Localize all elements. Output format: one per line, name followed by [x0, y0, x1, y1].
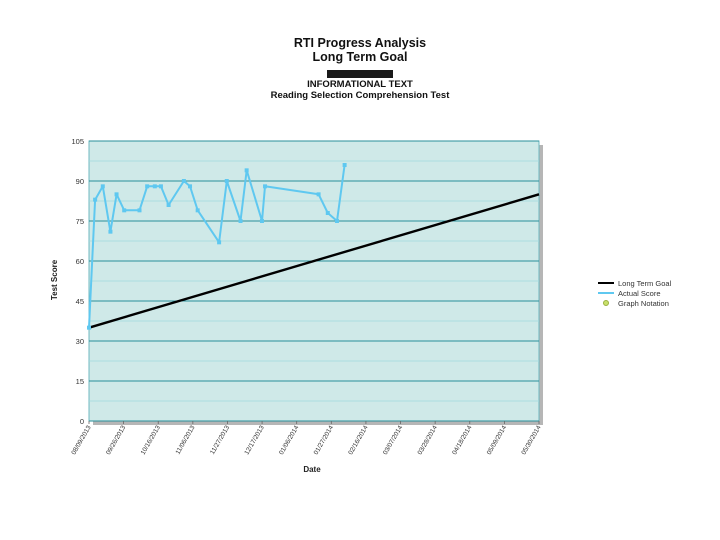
- chart-subtitle: Long Term Goal: [312, 50, 408, 64]
- actual-score-point: [224, 179, 229, 183]
- x-axis-label: Date: [303, 465, 321, 474]
- actual-score-point: [114, 192, 119, 197]
- y-tick-label: 30: [76, 337, 84, 346]
- x-tick-label: 12/17/2013: [243, 424, 266, 456]
- actual-score-point: [87, 325, 91, 330]
- actual-score-point: [244, 168, 249, 173]
- y-axis-label: Test Score: [50, 259, 59, 300]
- x-tick-label: 09/26/2013: [105, 424, 128, 456]
- actual-score-point: [100, 184, 105, 189]
- actual-score-point: [263, 184, 268, 189]
- actual-score-point: [342, 163, 347, 167]
- actual-score-point: [325, 211, 330, 215]
- actual-score-point: [188, 184, 193, 189]
- x-tick-label: 03/07/2014: [382, 424, 405, 456]
- actual-score-point: [122, 208, 127, 213]
- legend-item-actual: Actual Score: [598, 288, 671, 298]
- x-tick-label: 01/27/2014: [313, 424, 336, 456]
- x-tick-label: 08/09/2013: [70, 424, 93, 456]
- x-tick-label: 01/06/2014: [278, 424, 301, 456]
- x-tick-label: 02/16/2014: [347, 424, 370, 456]
- legend-label-notation: Graph Notation: [618, 298, 669, 308]
- y-tick-label: 105: [71, 137, 84, 146]
- redacted-student-name: [327, 70, 393, 78]
- x-tick-label: 05/30/2014: [520, 424, 543, 456]
- actual-score-point: [238, 219, 243, 223]
- chart-test-name: Reading Selection Comprehension Test: [270, 90, 450, 101]
- actual-score-point: [166, 203, 171, 207]
- x-tick-label: 03/28/2014: [417, 424, 440, 456]
- y-tick-label: 75: [76, 217, 84, 226]
- chart-category: INFORMATIONAL TEXT: [307, 79, 413, 90]
- actual-score-point: [316, 192, 321, 197]
- actual-score-point: [217, 240, 222, 245]
- x-tick-label: 05/09/2014: [486, 424, 509, 456]
- y-tick-label: 60: [76, 257, 84, 266]
- actual-score-point: [334, 219, 339, 223]
- actual-score-point: [181, 179, 186, 183]
- y-tick-label: 15: [76, 377, 84, 386]
- x-tick-label: 10/16/2013: [140, 424, 163, 456]
- actual-score-point: [195, 208, 200, 213]
- y-tick-label: 90: [76, 177, 84, 186]
- y-tick-label: 0: [80, 417, 84, 426]
- legend-label-actual: Actual Score: [618, 288, 661, 298]
- actual-score-point: [93, 197, 98, 202]
- legend-label-goal: Long Term Goal: [618, 278, 672, 288]
- x-tick-label: 11/06/2013: [174, 424, 196, 456]
- actual-score-point: [259, 219, 264, 223]
- chart-legend: Long Term Goal Actual Score Graph Notati…: [598, 278, 671, 308]
- actual-score-line: [88, 164, 346, 328]
- legend-item-notation: Graph Notation: [598, 298, 671, 308]
- y-tick-label: 45: [76, 297, 84, 306]
- x-tick-label: 04/18/2014: [451, 424, 474, 456]
- legend-item-goal: Long Term Goal: [598, 278, 671, 288]
- actual-score-point: [137, 208, 142, 213]
- actual-score-point: [152, 184, 157, 189]
- x-tick-label: 11/27/2013: [209, 424, 231, 456]
- actual-score-point: [145, 184, 150, 189]
- actual-score-point: [158, 184, 163, 189]
- chart-title-block: RTI Progress Analysis Long Term Goal INF…: [0, 36, 720, 101]
- actual-score-point: [108, 229, 113, 234]
- goal-line: [88, 193, 540, 329]
- chart-title: RTI Progress Analysis: [293, 36, 427, 50]
- notation-dot-icon: [603, 300, 609, 306]
